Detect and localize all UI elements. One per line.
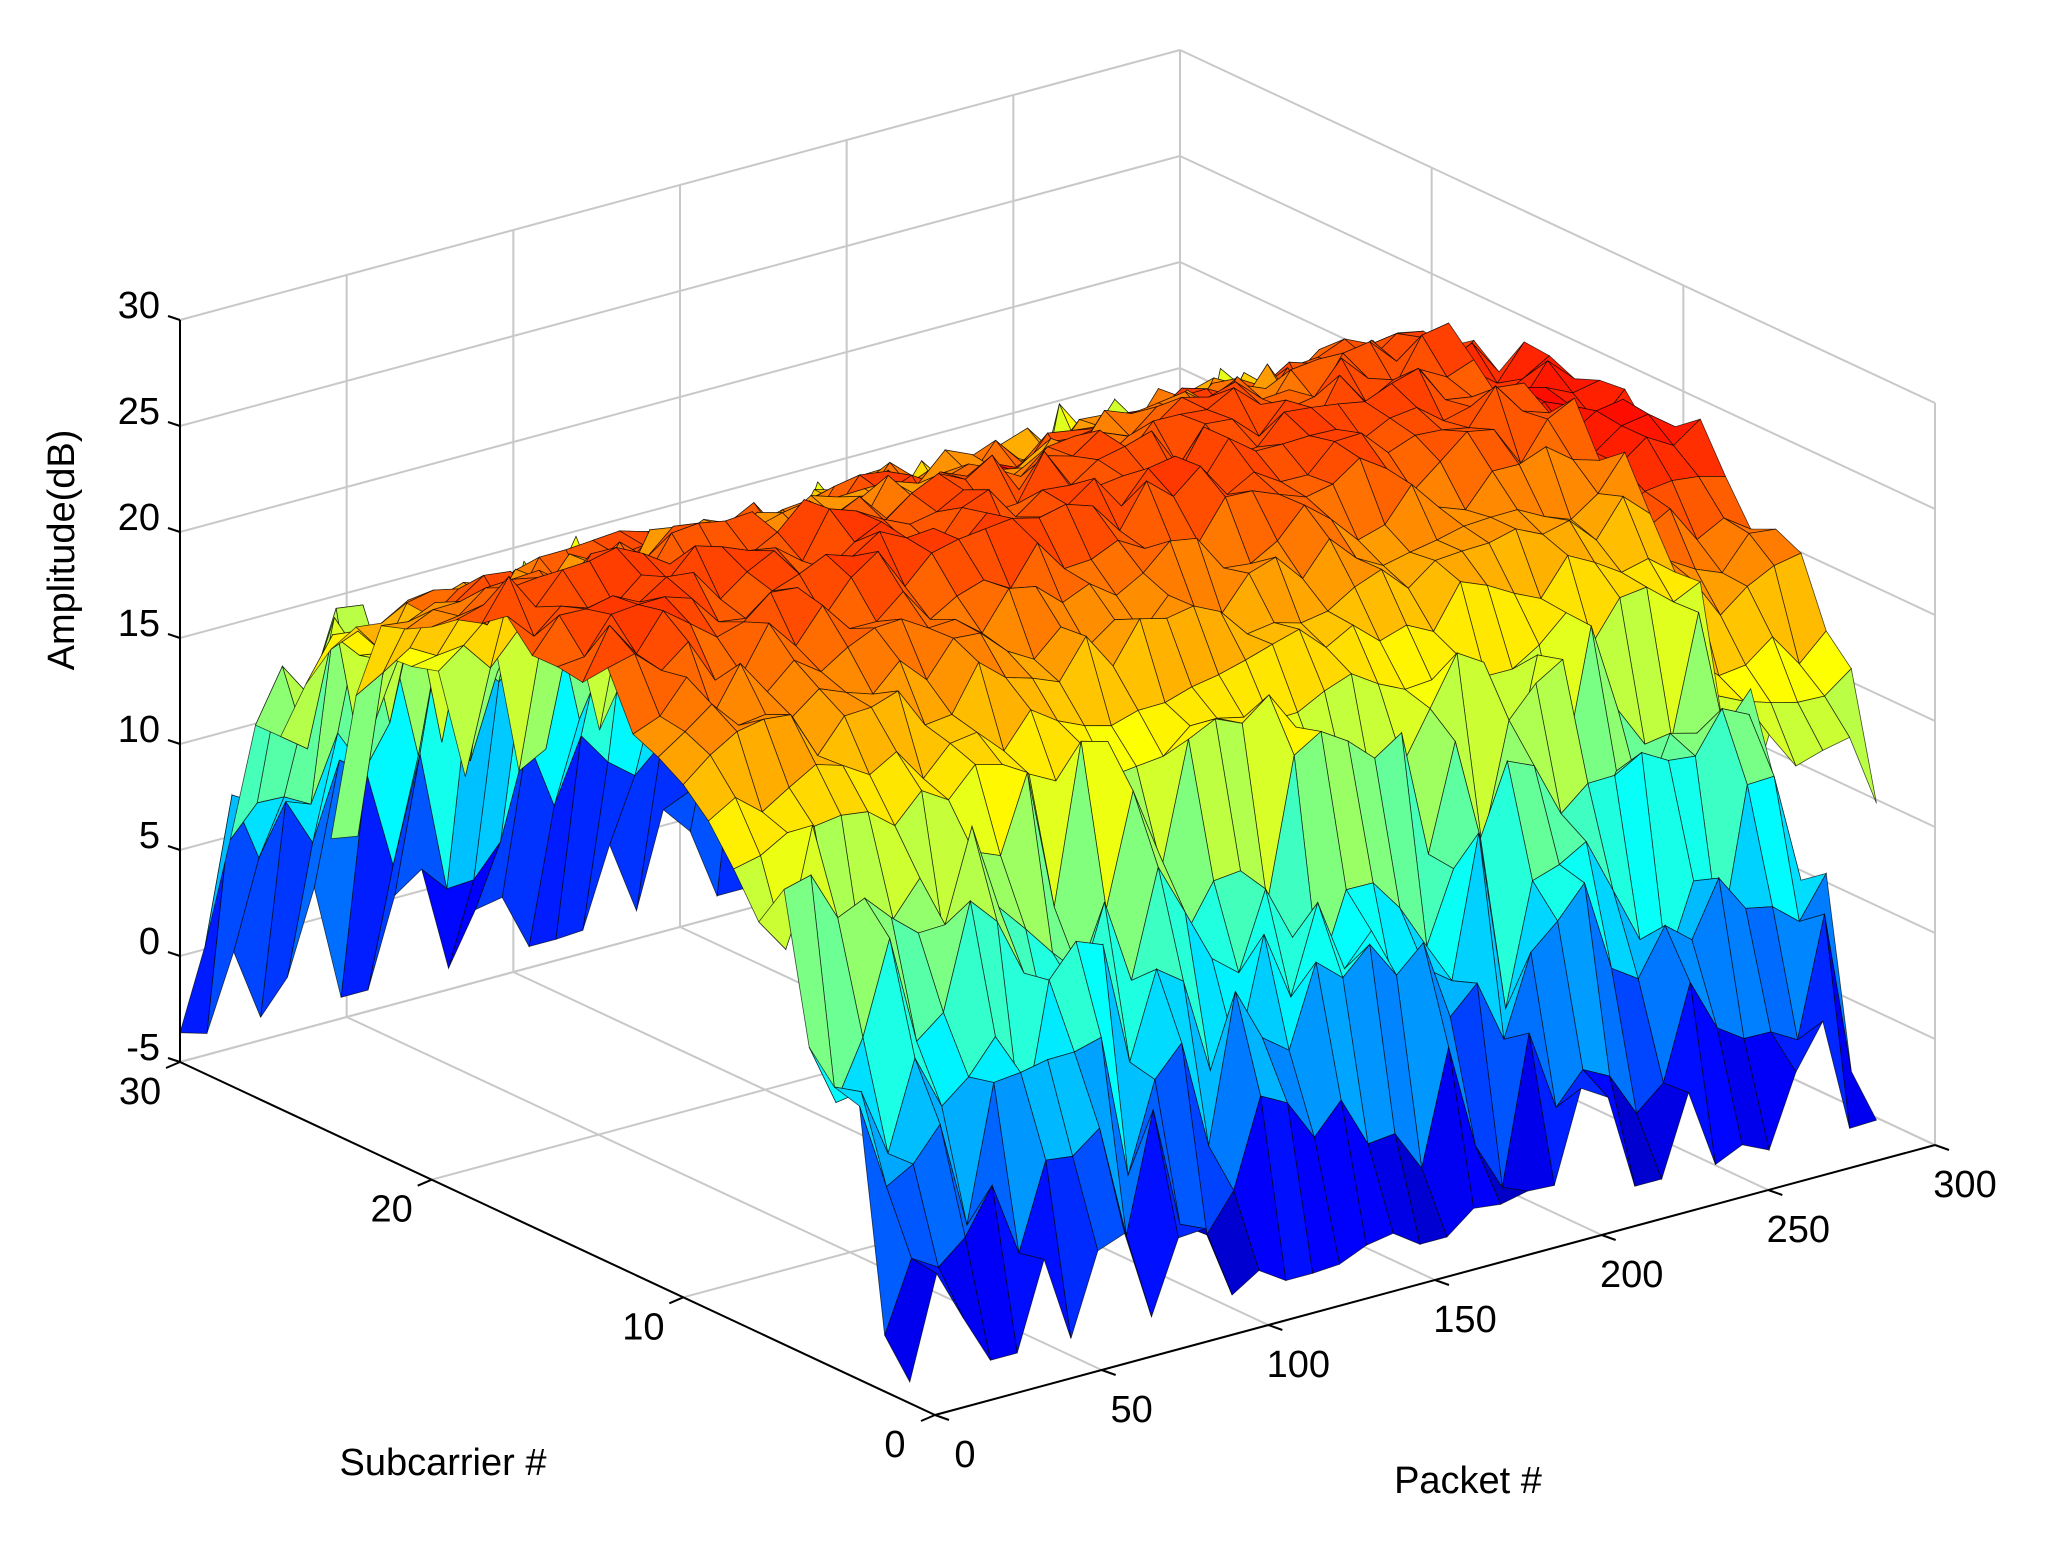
y-tick-mark bbox=[1101, 1369, 1117, 1376]
y-tick-label: 150 bbox=[1433, 1299, 1496, 1341]
x-tick-mark bbox=[920, 1414, 936, 1422]
z-tick-label: 20 bbox=[118, 497, 160, 539]
y-tick-label: 300 bbox=[1933, 1164, 1996, 1206]
z-tick-mark bbox=[167, 633, 181, 639]
z-tick-mark bbox=[167, 951, 181, 957]
axes-box bbox=[165, 315, 1950, 1422]
y-tick-mark bbox=[1434, 1279, 1450, 1286]
y-tick-label: 200 bbox=[1600, 1254, 1663, 1296]
z-tick-label: 10 bbox=[118, 709, 160, 751]
z-tick-label: -5 bbox=[126, 1027, 160, 1069]
x-tick-label: 30 bbox=[119, 1071, 161, 1113]
y-tick-label: 0 bbox=[954, 1434, 975, 1476]
y-tick-mark bbox=[1934, 1144, 1950, 1151]
x-tick-label: 20 bbox=[371, 1189, 413, 1231]
y-tick-label: 50 bbox=[1111, 1389, 1153, 1431]
x-tick-mark bbox=[417, 1178, 433, 1187]
z-tick-label: 25 bbox=[118, 391, 160, 433]
y-tick-mark bbox=[1767, 1189, 1783, 1196]
y-tick-mark bbox=[1601, 1234, 1617, 1241]
z-tick-mark bbox=[167, 527, 181, 533]
z-tick-mark bbox=[167, 1057, 181, 1063]
x-tick-label: 0 bbox=[884, 1424, 905, 1466]
x-tick-mark bbox=[668, 1296, 684, 1305]
y-tick-mark bbox=[1267, 1324, 1283, 1331]
surface-face bbox=[884, 1257, 938, 1384]
y-axis-title: Packet # bbox=[1394, 1460, 1542, 1502]
grid-line bbox=[1179, 155, 1936, 510]
x-tick-label: 10 bbox=[622, 1306, 664, 1348]
z-tick-label: 5 bbox=[139, 815, 160, 857]
z-tick-mark bbox=[167, 315, 181, 321]
grid-line bbox=[1179, 49, 1936, 404]
z-tick-label: 15 bbox=[118, 603, 160, 645]
y-tick-label: 100 bbox=[1267, 1344, 1330, 1386]
z-tick-label: 30 bbox=[118, 285, 160, 327]
z-tick-mark bbox=[167, 421, 181, 427]
z-axis-title: Amplitude(dB) bbox=[41, 430, 83, 671]
x-tick-mark bbox=[165, 1061, 181, 1069]
y-tick-label: 250 bbox=[1767, 1209, 1830, 1251]
x-axis-title: Subcarrier # bbox=[340, 1442, 547, 1484]
surface-mesh bbox=[179, 322, 1878, 1384]
z-tick-label: 0 bbox=[139, 921, 160, 963]
x-axis-line bbox=[179, 1061, 936, 1416]
z-tick-mark bbox=[167, 739, 181, 745]
y-tick-mark bbox=[934, 1414, 950, 1421]
z-tick-mark bbox=[167, 845, 181, 851]
